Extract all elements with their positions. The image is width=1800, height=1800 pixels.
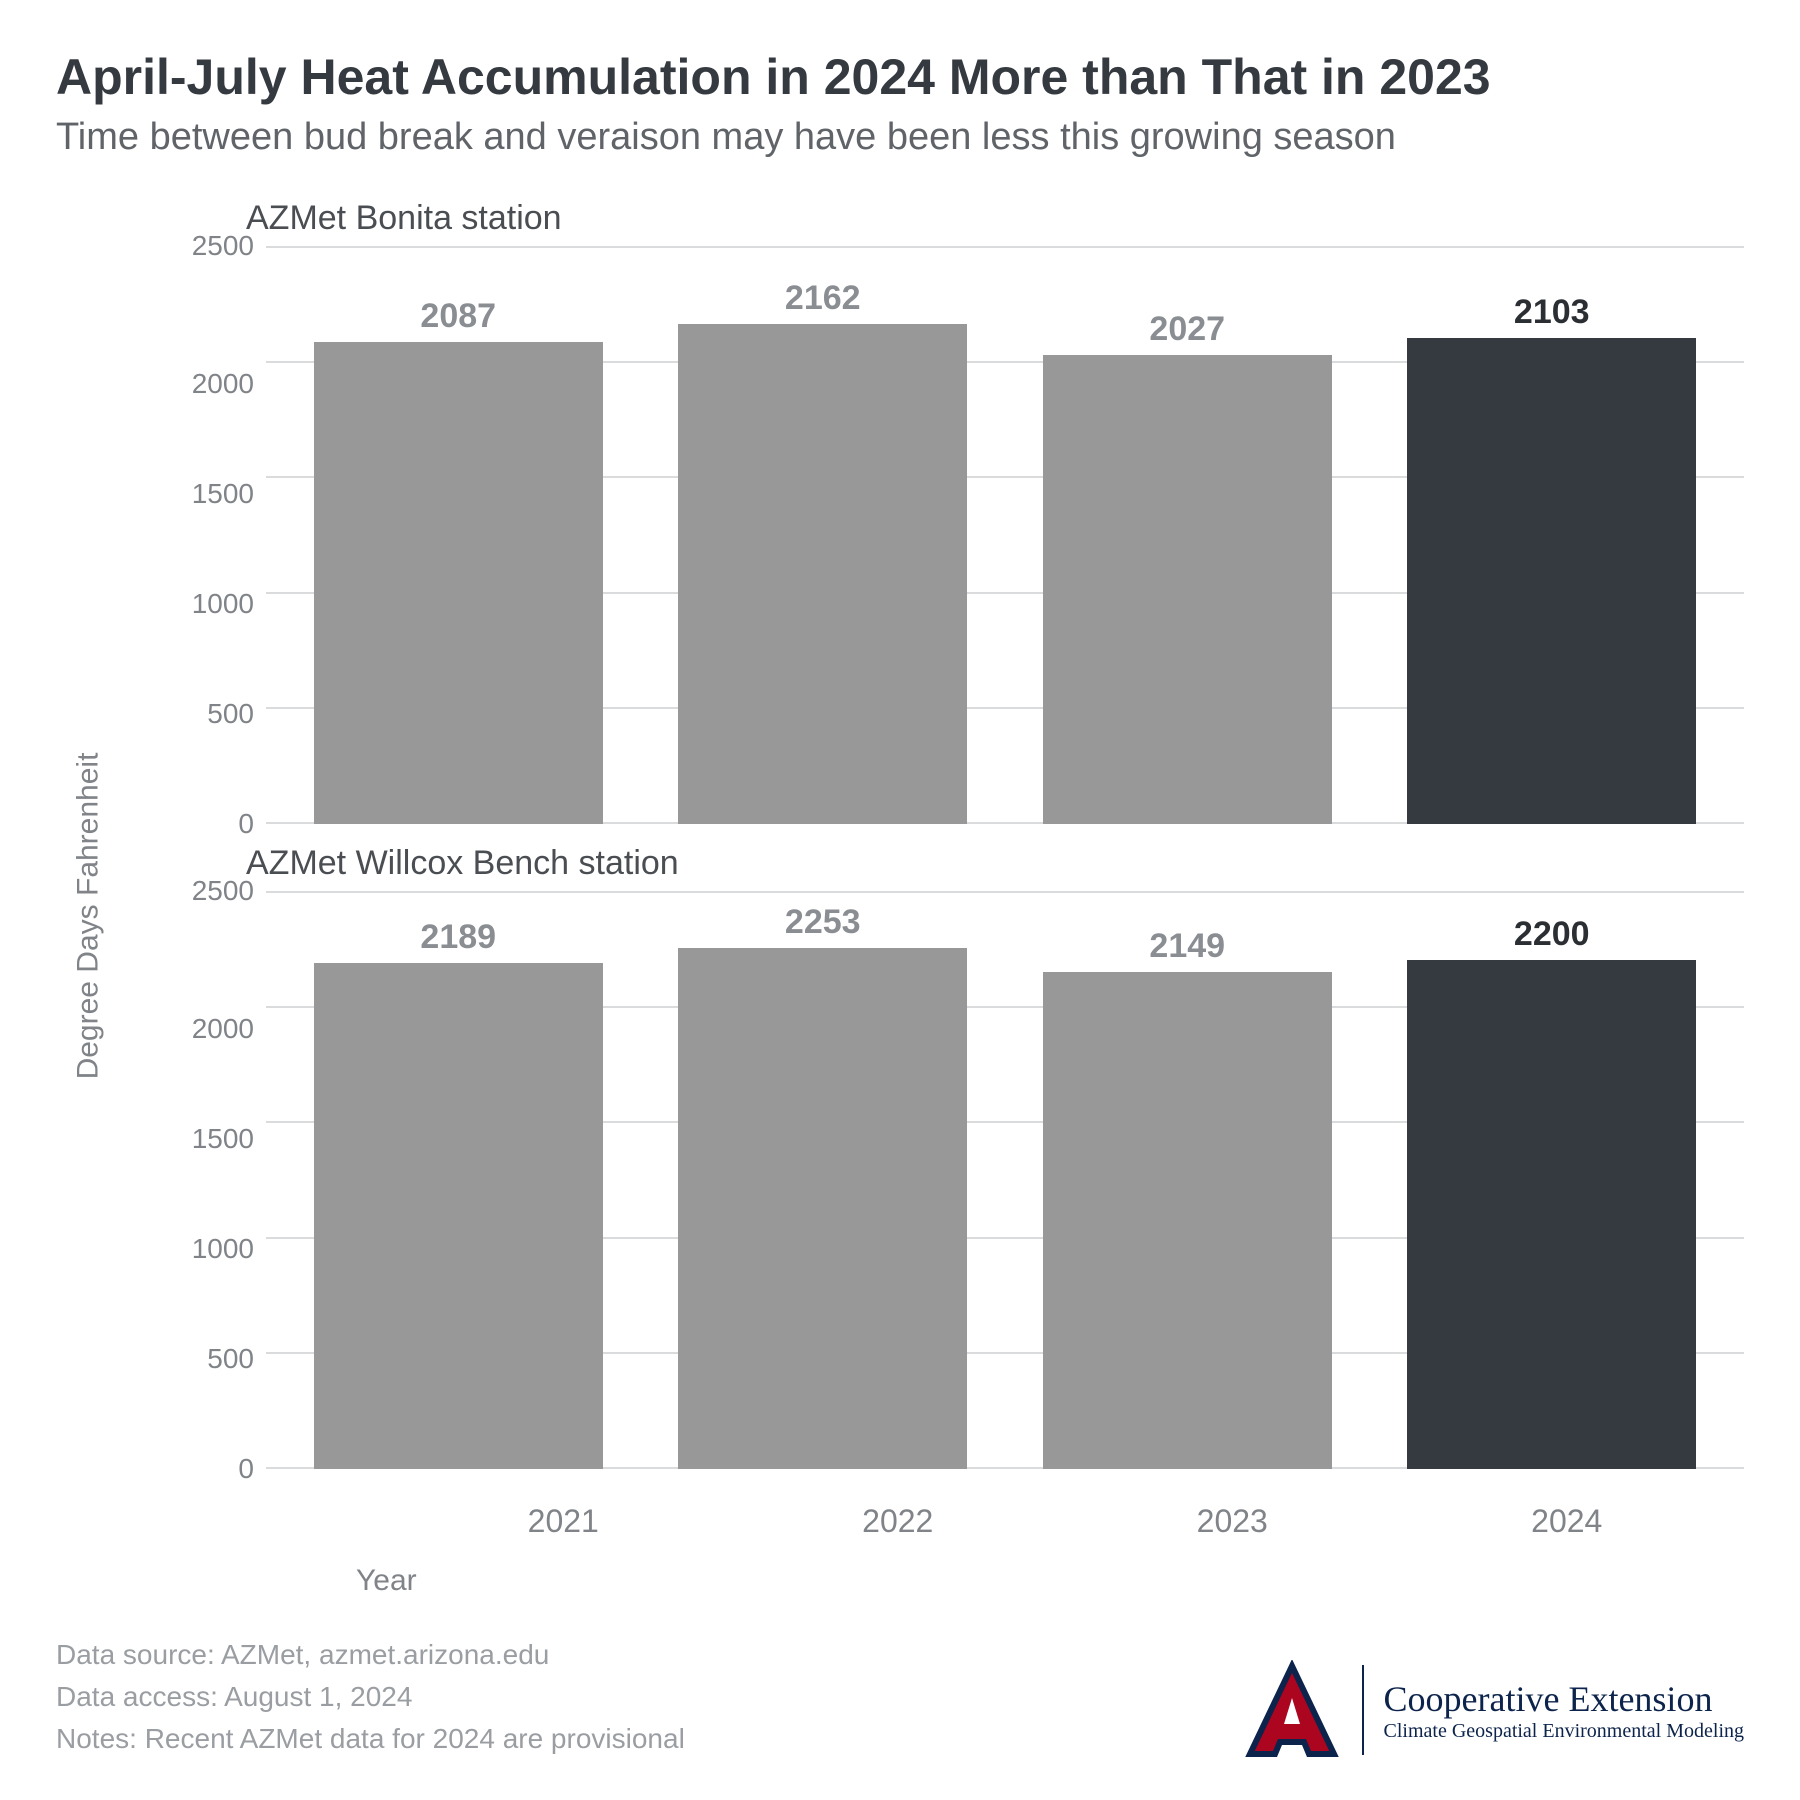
- y-tick-label: 1000: [192, 590, 254, 618]
- y-tick-label: 2500: [192, 232, 254, 260]
- bar-slot: 2149: [1005, 891, 1370, 1469]
- x-tick-label: 2021: [396, 1503, 731, 1540]
- x-tick-label: 2022: [731, 1503, 1066, 1540]
- bar: [678, 948, 967, 1469]
- y-tick-label: 500: [207, 700, 254, 728]
- bar: [1407, 338, 1696, 824]
- bar-slot: 2103: [1370, 246, 1735, 824]
- y-tick-label: 2500: [192, 877, 254, 905]
- y-axis-title: Degree Days Fahrenheit: [72, 752, 106, 1079]
- bar-slot: 2162: [641, 246, 1006, 824]
- bars-area: 2189 2253 2149 2200: [266, 891, 1744, 1469]
- charts-container: Degree Days Fahrenheit AZMet Bonita stat…: [56, 199, 1744, 1598]
- bar-slot: 2253: [641, 891, 1006, 1469]
- chart-title: April-July Heat Accumulation in 2024 Mor…: [56, 48, 1744, 106]
- y-tick-label: 2000: [192, 1015, 254, 1043]
- bar-value-label: 2189: [420, 918, 496, 957]
- bar-value-label: 2103: [1514, 293, 1590, 332]
- footer-provisional: Notes: Recent AZMet data for 2024 are pr…: [56, 1718, 685, 1760]
- x-tick-label: 2023: [1065, 1503, 1400, 1540]
- footer-logo: Cooperative Extension Climate Geospatial…: [1242, 1660, 1744, 1760]
- footer-source: Data source: AZMet, azmet.arizona.edu: [56, 1634, 685, 1676]
- bar-slot: 2027: [1005, 246, 1370, 824]
- ua-logo-icon: [1242, 1660, 1342, 1760]
- x-tick-label: 2024: [1400, 1503, 1735, 1540]
- bar: [1043, 355, 1332, 824]
- chart-subtitle: Time between bud break and veraison may …: [56, 116, 1744, 159]
- y-tick-label: 2000: [192, 370, 254, 398]
- y-ticks: 05001000150020002500: [176, 891, 266, 1469]
- y-tick-label: 1500: [192, 480, 254, 508]
- panel-title: AZMet Bonita station: [246, 199, 1744, 238]
- bar-slot: 2200: [1370, 891, 1735, 1469]
- logo-line2: Climate Geospatial Environmental Modelin…: [1384, 1720, 1744, 1743]
- footer-access: Data access: August 1, 2024: [56, 1676, 685, 1718]
- logo-line1: Cooperative Extension: [1384, 1678, 1744, 1720]
- bar-value-label: 2200: [1514, 915, 1590, 954]
- bar-value-label: 2027: [1149, 310, 1225, 349]
- y-tick-label: 0: [238, 810, 254, 838]
- bar-value-label: 2087: [420, 297, 496, 336]
- panel-title: AZMet Willcox Bench station: [246, 844, 1744, 883]
- bar-slot: 2087: [276, 246, 641, 824]
- x-axis: 2021202220232024: [176, 1489, 1744, 1540]
- y-tick-label: 0: [238, 1455, 254, 1483]
- bar: [314, 963, 603, 1469]
- bar-value-label: 2149: [1149, 927, 1225, 966]
- bar-slot: 2189: [276, 891, 641, 1469]
- footer: Data source: AZMet, azmet.arizona.edu Da…: [56, 1634, 1744, 1760]
- x-axis-title: Year: [356, 1564, 1744, 1598]
- bar-value-label: 2253: [785, 903, 861, 942]
- bar: [1407, 960, 1696, 1469]
- plot-area: 05001000150020002500 2189225321492200: [176, 891, 1744, 1469]
- bars-area: 2087 2162 2027 2103: [266, 246, 1744, 824]
- x-ticks: 2021202220232024: [386, 1489, 1744, 1540]
- bar-value-label: 2162: [785, 279, 861, 318]
- bar: [678, 324, 967, 824]
- bars: 2189 2253 2149 2200: [266, 891, 1744, 1469]
- bar: [314, 342, 603, 825]
- plot-area: 05001000150020002500 2087216220272103: [176, 246, 1744, 824]
- panel-willcox: AZMet Willcox Bench station 050010001500…: [176, 844, 1744, 1469]
- bars: 2087 2162 2027 2103: [266, 246, 1744, 824]
- logo-text: Cooperative Extension Climate Geospatial…: [1384, 1678, 1744, 1743]
- y-ticks: 05001000150020002500: [176, 246, 266, 824]
- footer-notes: Data source: AZMet, azmet.arizona.edu Da…: [56, 1634, 685, 1760]
- y-tick-label: 500: [207, 1345, 254, 1373]
- logo-divider: [1362, 1665, 1364, 1755]
- bar: [1043, 972, 1332, 1469]
- y-tick-label: 1500: [192, 1125, 254, 1153]
- y-tick-label: 1000: [192, 1235, 254, 1263]
- panel-bonita: AZMet Bonita station 0500100015002000250…: [176, 199, 1744, 824]
